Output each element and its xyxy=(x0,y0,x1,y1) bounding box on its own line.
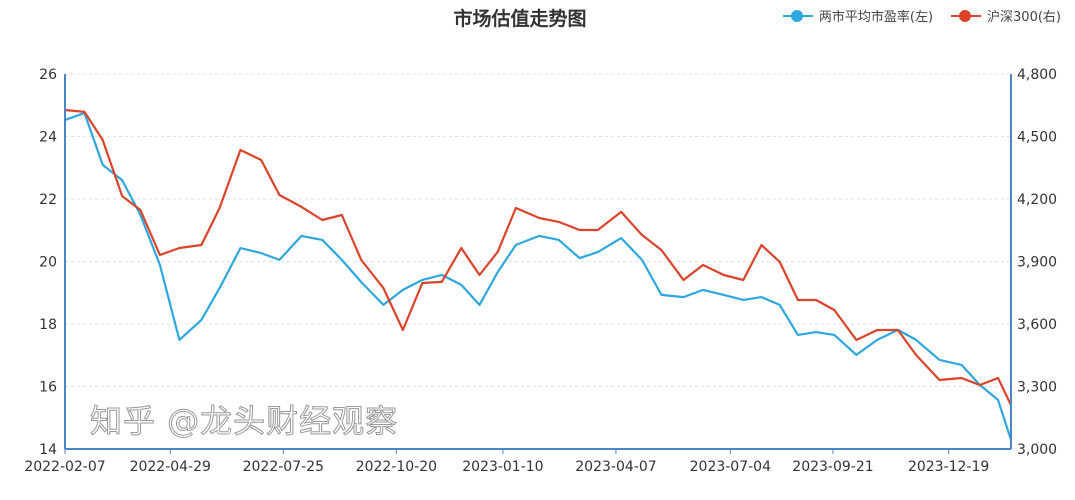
x-tick-label: 2022-07-25 xyxy=(243,459,324,475)
watermark: 知乎 @龙头财经观察 xyxy=(89,402,399,441)
x-tick-label: 2023-12-19 xyxy=(908,459,989,475)
y-right-tick-label: 4,500 xyxy=(1017,130,1057,146)
y-left-tick-label: 14 xyxy=(39,442,57,458)
y-left-tick-label: 24 xyxy=(39,130,57,146)
x-tick-label: 2023-01-10 xyxy=(462,459,543,475)
y-right-tick-label: 3,600 xyxy=(1017,317,1057,333)
x-tick-label: 2023-07-04 xyxy=(690,459,771,475)
series-points-pe xyxy=(64,113,1012,440)
y-left-tick-label: 16 xyxy=(39,380,57,396)
x-tick-label: 2023-09-21 xyxy=(792,459,873,475)
legend-item-pe[interactable]: 两市平均市盈率(左) xyxy=(782,6,934,25)
legend-item-hs300[interactable]: 沪深300(右) xyxy=(951,6,1061,25)
legend-label-pe: 两市平均市盈率(左) xyxy=(818,10,934,25)
series-line-pe xyxy=(64,111,1013,441)
series-points-hs300 xyxy=(64,110,1012,406)
y-left-tick-label: 18 xyxy=(39,317,57,333)
x-tick-label: 2022-10-20 xyxy=(356,459,437,475)
y-right-tick-label: 4,800 xyxy=(1017,67,1057,83)
y-right-tick-label: 3,900 xyxy=(1017,255,1057,271)
y-right-tick-label: 3,000 xyxy=(1017,442,1057,458)
y-left-tick-label: 26 xyxy=(39,67,57,83)
series-line-hs300 xyxy=(64,108,1012,406)
y-right-tick-label: 3,300 xyxy=(1017,380,1057,396)
y-left-tick-label: 22 xyxy=(39,192,57,208)
legend: 两市平均市盈率(左) 沪深300(右) xyxy=(782,6,1061,25)
legend-marker-pe xyxy=(782,9,813,22)
legend-marker-hs300 xyxy=(951,9,982,22)
x-tick-label: 2023-04-07 xyxy=(575,459,656,475)
legend-label-hs300: 沪深300(右) xyxy=(987,10,1061,25)
y-right-tick-label: 4,200 xyxy=(1017,192,1057,208)
chart-title: 市场估值走势图 xyxy=(453,8,587,30)
x-tick-label: 2022-04-29 xyxy=(130,459,211,475)
x-tick-label: 2022-02-07 xyxy=(24,459,105,475)
y-left-tick-label: 20 xyxy=(39,255,57,271)
